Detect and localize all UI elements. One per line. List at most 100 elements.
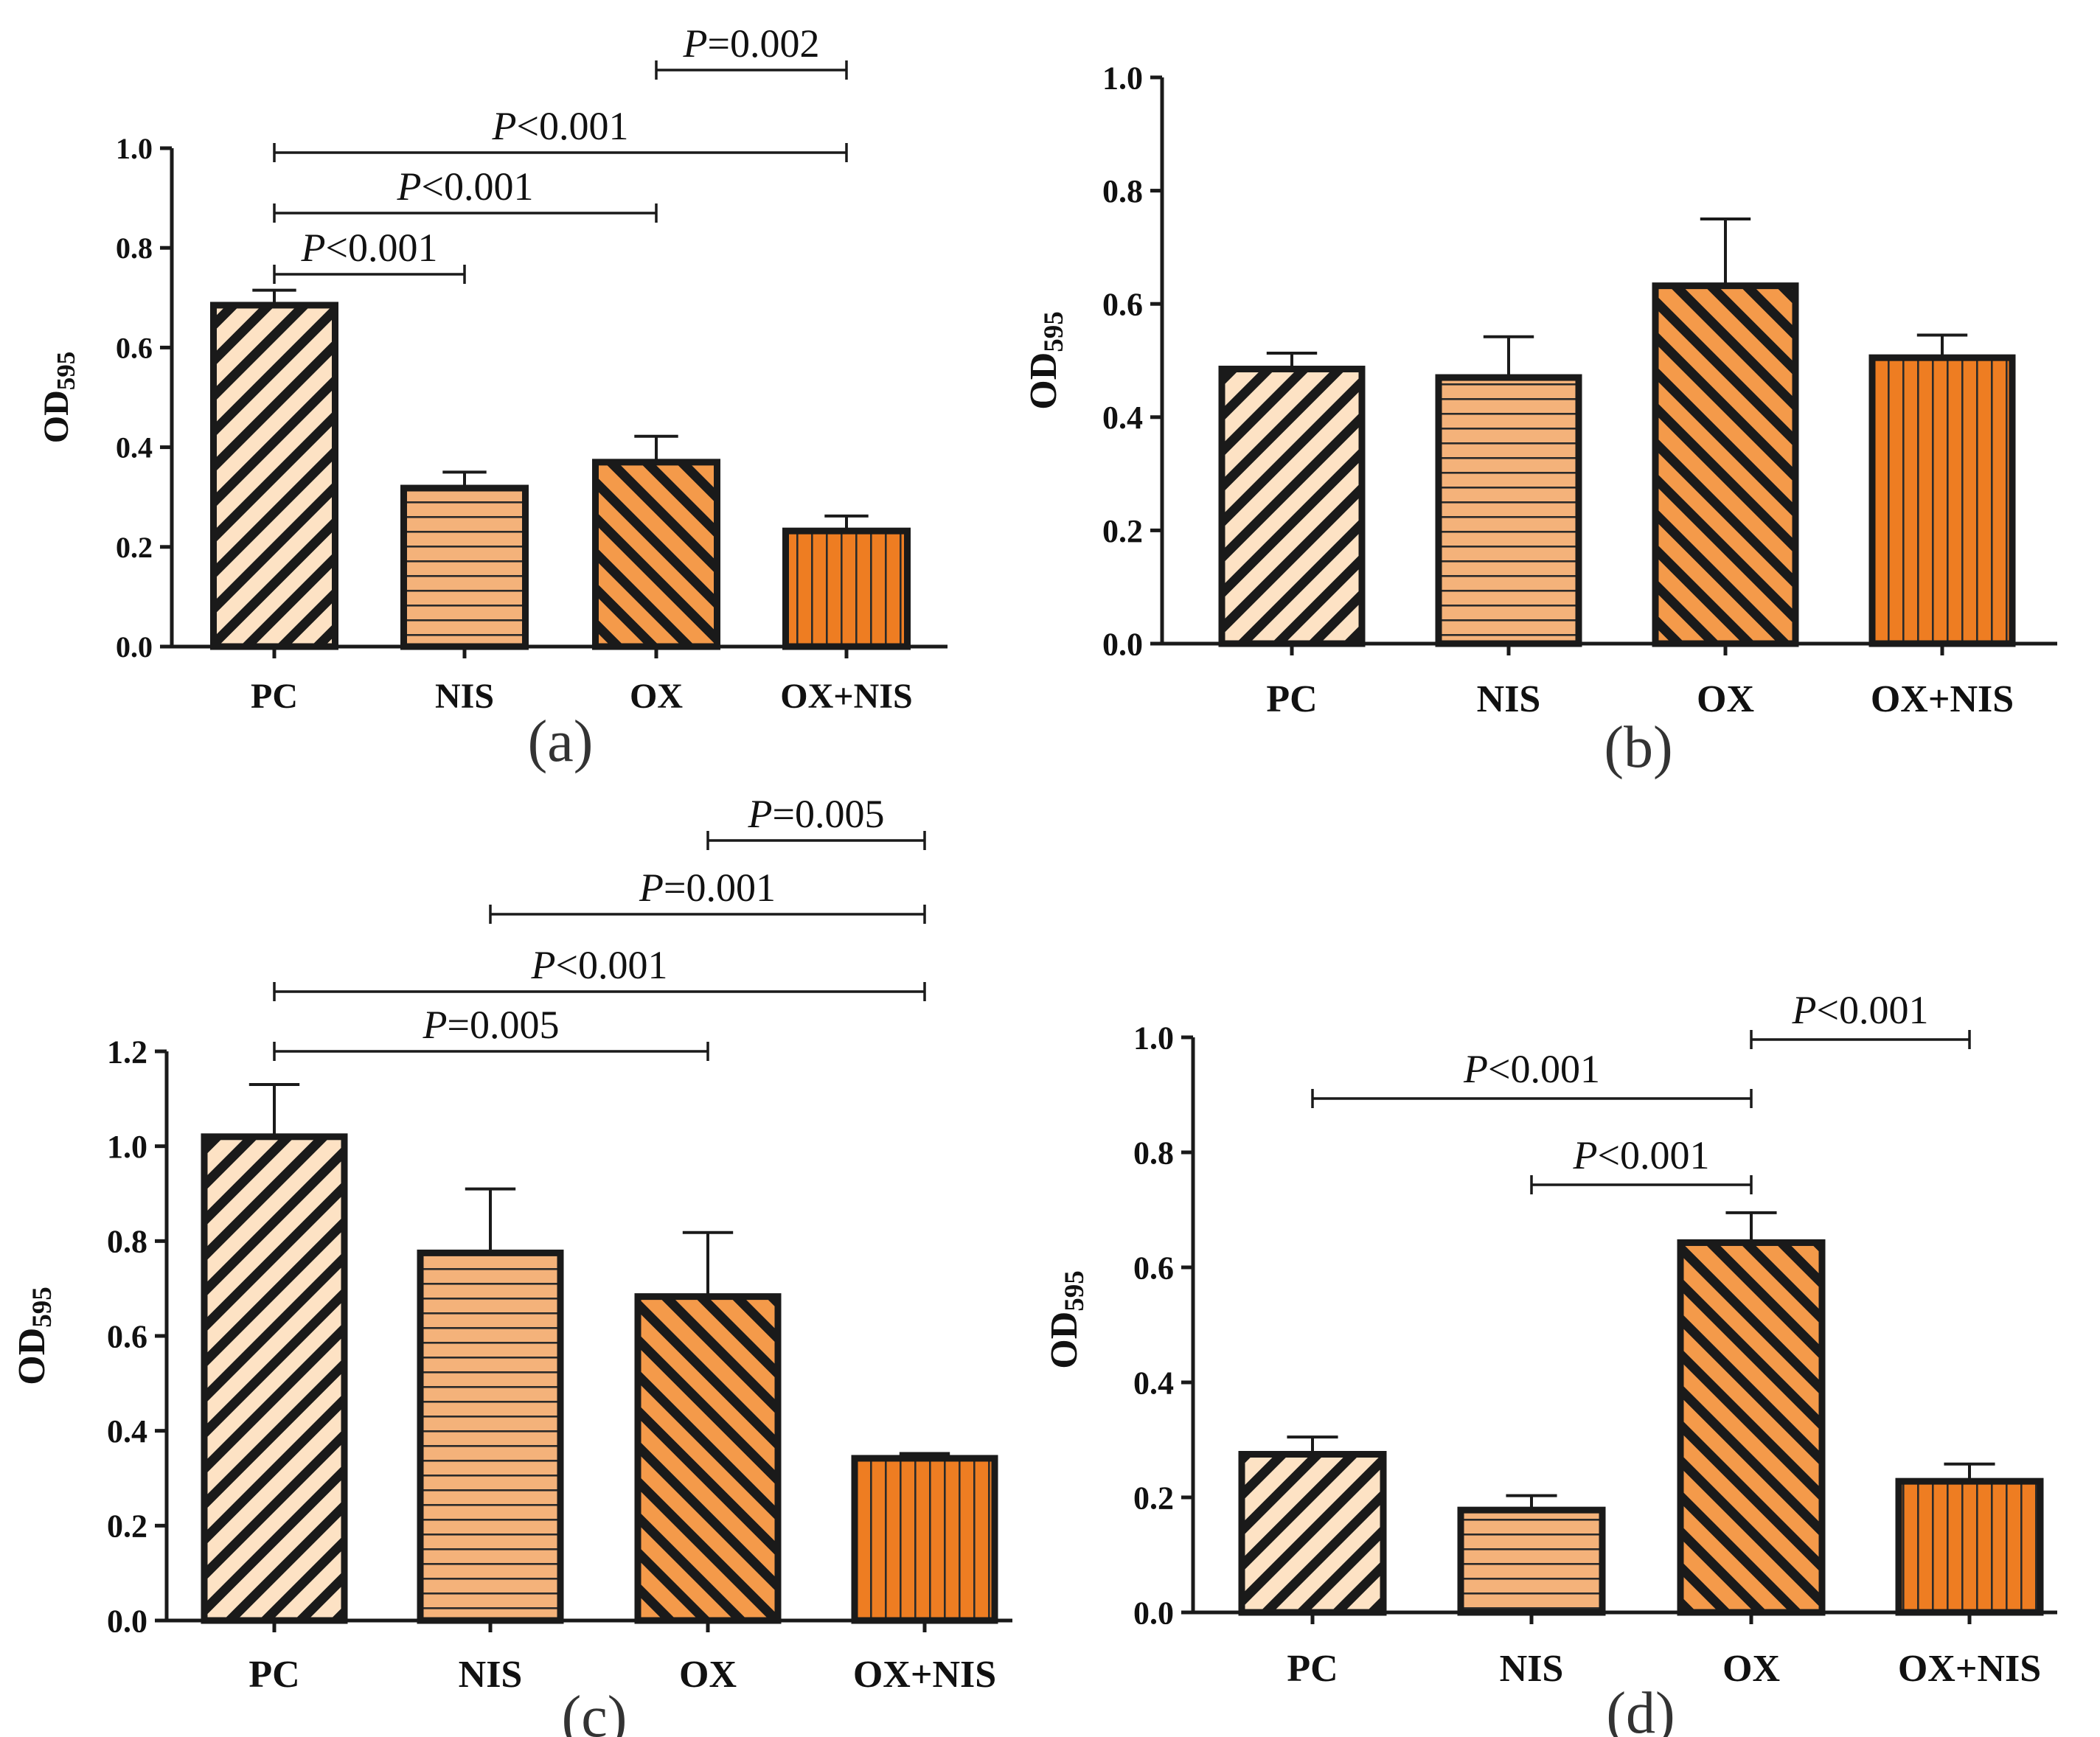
panel-a: 0.00.20.40.60.81.0PC NIS OX OX+NISOD595P<0.… bbox=[37, 21, 948, 774]
p-value-text: <0.001 bbox=[517, 104, 629, 148]
y-tick-label: 0.6 bbox=[107, 1318, 147, 1354]
p-symbol: P bbox=[1573, 1133, 1598, 1177]
y-axis-label-subscript: 595 bbox=[27, 1287, 58, 1328]
bar-nis bbox=[417, 1249, 564, 1624]
p-symbol: P bbox=[301, 226, 326, 270]
p-symbol: P bbox=[423, 1003, 448, 1047]
p-symbol: P bbox=[397, 164, 422, 209]
x-tick-label: OX+NIS bbox=[853, 1654, 996, 1696]
panel-label: (c) bbox=[562, 1685, 627, 1737]
p-symbol: P bbox=[683, 21, 708, 66]
p-symbol: P bbox=[1792, 988, 1817, 1032]
y-axis-label-main: OD bbox=[1023, 352, 1065, 410]
y-axis-label: OD595 bbox=[1043, 1270, 1090, 1369]
panel-c: 0.0 0.2 0.4 0.6 0.8 1.0 1.2 PC NIS OX OX+NIS OD595 P… bbox=[11, 792, 1012, 1737]
p-value-label: P=0.002 bbox=[683, 21, 820, 66]
p-value-label: P<0.001 bbox=[1573, 1133, 1710, 1177]
p-value-label: P=0.005 bbox=[423, 1003, 560, 1047]
y-tick-label: 0.4 bbox=[1102, 400, 1143, 436]
p-symbol: P bbox=[531, 943, 556, 987]
p-value-text: <0.001 bbox=[1817, 988, 1929, 1032]
y-axis-label: OD595 bbox=[1023, 311, 1069, 410]
bar-pc bbox=[201, 1133, 348, 1624]
p-value-label: P<0.001 bbox=[531, 943, 668, 987]
p-value-label: P<0.001 bbox=[301, 226, 438, 270]
x-tick-label: NIS bbox=[435, 677, 494, 716]
y-axis-label-main: OD bbox=[1043, 1312, 1085, 1369]
y-tick-label: 1.0 bbox=[107, 1129, 147, 1165]
y-axis-label-subscript: 595 bbox=[52, 352, 80, 391]
p-value-text: =0.002 bbox=[708, 21, 820, 66]
bar-nis bbox=[1457, 1506, 1606, 1616]
x-tick-label: OX bbox=[1697, 678, 1754, 720]
p-value-label: P<0.001 bbox=[1463, 1047, 1600, 1091]
y-tick-label: 0.6 bbox=[116, 331, 153, 364]
y-axis-label-main: OD bbox=[11, 1328, 53, 1385]
y-tick-label: 0.8 bbox=[1133, 1135, 1174, 1171]
y-tick-label: 0.2 bbox=[1102, 513, 1143, 549]
p-value-text: <0.001 bbox=[326, 226, 438, 270]
p-value-text: =0.001 bbox=[664, 866, 776, 910]
p-value-label: P<0.001 bbox=[492, 104, 629, 148]
x-tick-label: OX bbox=[630, 677, 683, 716]
p-value-label: P=0.005 bbox=[748, 792, 885, 836]
y-tick-label: 0.0 bbox=[107, 1603, 147, 1639]
y-axis-label-main: OD bbox=[37, 390, 76, 443]
y-axis-label: OD595 bbox=[11, 1287, 58, 1385]
y-axis-label-subscript: 595 bbox=[1060, 1270, 1090, 1312]
p-value-text: <0.001 bbox=[556, 943, 668, 987]
y-tick-label: 1.2 bbox=[107, 1034, 147, 1070]
x-tick-label: OX+NIS bbox=[780, 677, 912, 716]
y-tick-label: 0.0 bbox=[116, 630, 153, 664]
x-tick-label: NIS bbox=[459, 1654, 523, 1696]
y-tick-label: 0.4 bbox=[107, 1413, 147, 1449]
p-value-label: P=0.001 bbox=[639, 866, 776, 910]
bar-ox-nis bbox=[1868, 354, 2016, 647]
p-value-label: P<0.001 bbox=[1792, 988, 1929, 1032]
bar-ox bbox=[1677, 1239, 1826, 1616]
panel-b: 0.0 0.2 0.4 0.6 0.8 1.0 PC NIS OX OX+NIS OD595 (b) bbox=[1023, 60, 2057, 780]
y-tick-label: 0.8 bbox=[107, 1224, 147, 1260]
bar-nis bbox=[400, 484, 529, 650]
y-tick-label: 0.2 bbox=[116, 531, 153, 564]
x-tick-label: OX+NIS bbox=[1871, 678, 2014, 720]
panel-label: (a) bbox=[528, 709, 594, 774]
bar-ox-nis bbox=[1895, 1477, 2044, 1616]
p-symbol: P bbox=[748, 792, 773, 836]
p-value-label: P<0.001 bbox=[397, 164, 534, 209]
y-tick-label: 0.0 bbox=[1133, 1595, 1174, 1631]
panel-label: (b) bbox=[1604, 715, 1672, 780]
bar-pc bbox=[1218, 366, 1366, 647]
p-value-text: =0.005 bbox=[448, 1003, 560, 1047]
bar-nis bbox=[1435, 374, 1582, 647]
y-tick-label: 0.8 bbox=[1102, 173, 1143, 209]
x-tick-label: PC bbox=[248, 1654, 299, 1696]
y-tick-label: 0.8 bbox=[116, 232, 153, 265]
x-tick-label: PC bbox=[1287, 1648, 1338, 1690]
x-tick-label: OX+NIS bbox=[1898, 1648, 2041, 1690]
panel-label: (d) bbox=[1606, 1681, 1675, 1737]
y-tick-label: 0.4 bbox=[116, 431, 153, 464]
bar-pc bbox=[210, 302, 338, 650]
p-value-text: <0.001 bbox=[1598, 1133, 1710, 1177]
x-tick-label: NIS bbox=[1500, 1648, 1564, 1690]
bar-pc bbox=[1238, 1451, 1387, 1616]
x-tick-label: OX bbox=[1722, 1648, 1780, 1690]
p-value-text: <0.001 bbox=[422, 164, 534, 209]
y-axis-label-subscript: 595 bbox=[1039, 311, 1069, 352]
y-tick-label: 0.4 bbox=[1133, 1365, 1174, 1401]
x-tick-label: PC bbox=[1266, 678, 1317, 720]
y-tick-label: 1.0 bbox=[1133, 1020, 1174, 1056]
p-symbol: P bbox=[1463, 1047, 1488, 1091]
bar-ox-nis bbox=[851, 1455, 998, 1624]
x-tick-label: PC bbox=[251, 677, 298, 716]
y-tick-label: 1.0 bbox=[116, 132, 153, 165]
bar-ox bbox=[1652, 282, 1799, 647]
y-tick-label: 0.6 bbox=[1102, 287, 1143, 323]
p-value-text: <0.001 bbox=[1488, 1047, 1600, 1091]
y-tick-label: 0.2 bbox=[107, 1508, 147, 1545]
y-tick-label: 0.0 bbox=[1102, 626, 1143, 662]
y-tick-label: 1.0 bbox=[1102, 60, 1143, 96]
p-symbol: P bbox=[639, 866, 664, 910]
